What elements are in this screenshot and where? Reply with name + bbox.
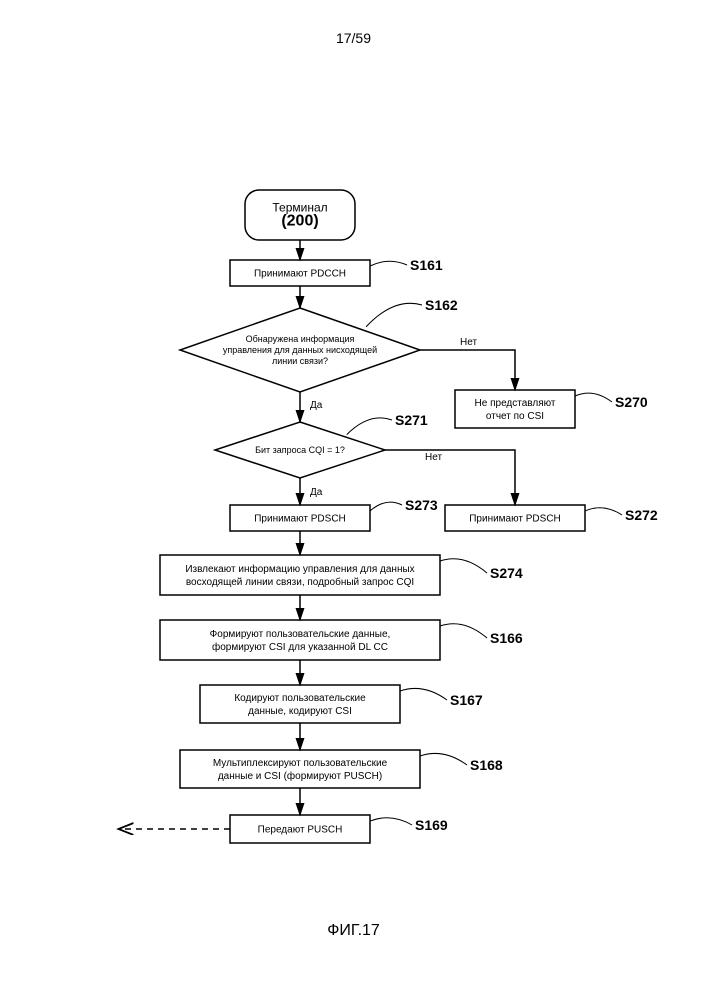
- svg-text:S273: S273: [405, 497, 438, 513]
- svg-text:Бит запроса CQI = 1?: Бит запроса CQI = 1?: [255, 445, 345, 455]
- figure-label: ФИГ.17: [0, 922, 707, 940]
- svg-text:Да: Да: [310, 487, 323, 498]
- svg-text:(200): (200): [281, 213, 318, 230]
- svg-text:Обнаружена информация: Обнаружена информация: [246, 334, 355, 344]
- svg-text:S274: S274: [490, 565, 523, 581]
- page-container: 17/59 Терминал(200)Принимают PDCCHОбнару…: [0, 0, 707, 1000]
- svg-text:Нет: Нет: [425, 452, 442, 463]
- svg-text:линии связи?: линии связи?: [272, 356, 328, 366]
- svg-text:S161: S161: [410, 257, 443, 273]
- svg-text:управления для данных нисходящ: управления для данных нисходящей: [223, 345, 377, 355]
- svg-text:Принимают PDCCH: Принимают PDCCH: [254, 268, 346, 279]
- svg-text:данные и CSI (формируют PUSCH): данные и CSI (формируют PUSCH): [218, 770, 382, 782]
- svg-text:Нет: Нет: [460, 337, 477, 348]
- svg-text:Передают PUSCH: Передают PUSCH: [258, 824, 343, 835]
- svg-text:отчет по CSI: отчет по CSI: [486, 411, 544, 422]
- svg-text:Не представляют: Не представляют: [475, 398, 556, 409]
- svg-text:S167: S167: [450, 692, 483, 708]
- svg-text:S168: S168: [470, 757, 503, 773]
- svg-text:Извлекают информацию управлени: Извлекают информацию управления для данн…: [185, 563, 414, 575]
- svg-text:Мультиплексируют пользовательс: Мультиплексируют пользовательские: [213, 758, 388, 769]
- svg-text:формируют CSI для указанной DL: формируют CSI для указанной DL CC: [212, 641, 388, 653]
- svg-text:Принимают PDSCH: Принимают PDSCH: [469, 513, 561, 524]
- svg-text:Формируют пользовательские дан: Формируют пользовательские данные,: [210, 629, 391, 640]
- svg-text:S162: S162: [425, 297, 458, 313]
- svg-text:S271: S271: [395, 412, 428, 428]
- svg-text:данные, кодируют CSI: данные, кодируют CSI: [248, 706, 352, 717]
- svg-text:S270: S270: [615, 394, 648, 410]
- svg-text:Да: Да: [310, 400, 323, 411]
- svg-text:восходящей линии связи, подроб: восходящей линии связи, подробный запрос…: [186, 576, 414, 588]
- svg-text:Принимают PDSCH: Принимают PDSCH: [254, 513, 346, 524]
- flowchart-svg: Терминал(200)Принимают PDCCHОбнаружена и…: [0, 0, 707, 1000]
- svg-text:S272: S272: [625, 507, 658, 523]
- svg-text:S169: S169: [415, 817, 448, 833]
- svg-text:Кодируют пользовательские: Кодируют пользовательские: [234, 693, 366, 704]
- svg-text:S166: S166: [490, 630, 523, 646]
